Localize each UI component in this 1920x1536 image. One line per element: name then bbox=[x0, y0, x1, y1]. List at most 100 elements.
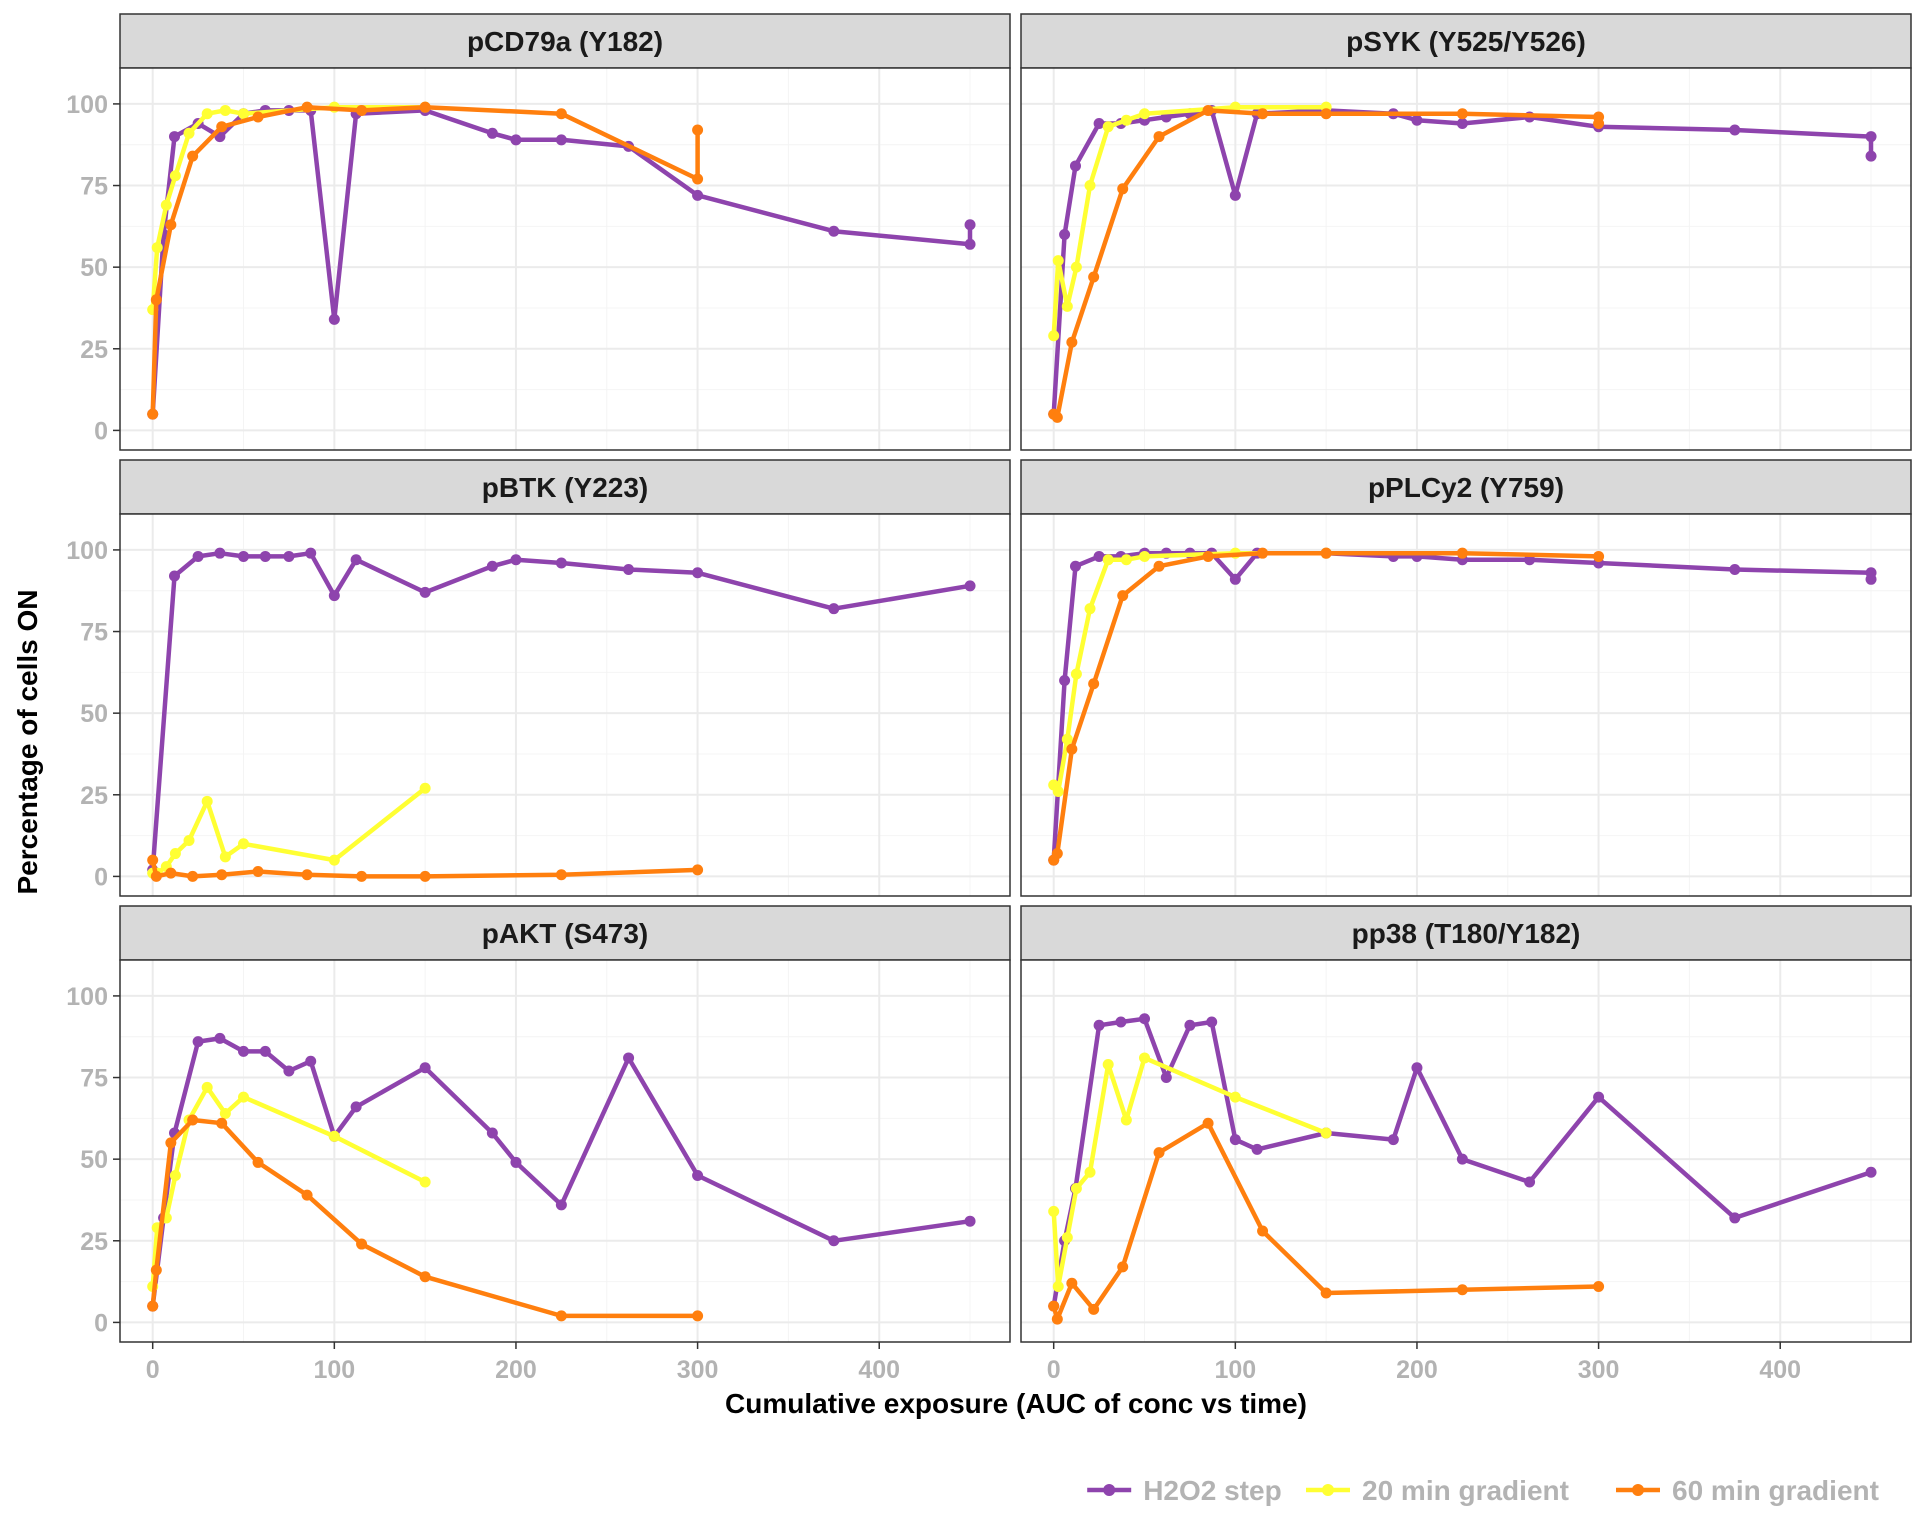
data-point bbox=[1202, 550, 1214, 562]
data-point bbox=[1206, 1016, 1218, 1028]
data-point bbox=[1051, 848, 1063, 860]
plot-area bbox=[1021, 514, 1911, 896]
legend-item: 60 min gradient bbox=[1616, 1475, 1879, 1506]
data-point bbox=[1088, 678, 1100, 690]
data-point bbox=[1153, 1147, 1165, 1159]
series-line bbox=[1051, 550, 1329, 794]
data-point bbox=[1048, 1205, 1060, 1217]
data-point bbox=[328, 590, 340, 602]
data-point bbox=[187, 1114, 199, 1126]
data-point bbox=[214, 547, 226, 559]
data-point bbox=[238, 1045, 250, 1057]
x-tick-label: 0 bbox=[1047, 1356, 1061, 1384]
series-20-min-gradient bbox=[1048, 547, 1332, 798]
facet-strip bbox=[119, 459, 1011, 515]
data-point bbox=[1257, 1225, 1269, 1237]
data-point bbox=[1084, 1166, 1096, 1178]
panel-border bbox=[1020, 959, 1912, 1343]
data-point bbox=[1084, 180, 1096, 192]
facet-title: pPLCy2 (Y759) bbox=[1368, 472, 1564, 503]
data-point bbox=[1202, 104, 1214, 116]
data-point bbox=[238, 838, 250, 850]
data-point bbox=[1066, 743, 1078, 755]
data-point bbox=[214, 1032, 226, 1044]
y-tick-label: 100 bbox=[66, 537, 108, 565]
data-point bbox=[1593, 118, 1605, 130]
data-point bbox=[419, 782, 431, 794]
data-point bbox=[1456, 1153, 1468, 1165]
series-60-min-gradient bbox=[1048, 104, 1605, 423]
data-point bbox=[259, 550, 271, 562]
panel-border bbox=[119, 67, 1011, 451]
data-point bbox=[555, 1199, 567, 1211]
facet-title: pAKT (S473) bbox=[482, 918, 648, 949]
data-point bbox=[486, 1127, 498, 1139]
facet-strip bbox=[1020, 905, 1912, 961]
data-point bbox=[1229, 1134, 1241, 1146]
x-axis-title: Cumulative exposure (AUC of conc vs time… bbox=[725, 1388, 1307, 1419]
data-point bbox=[1093, 118, 1105, 130]
data-point bbox=[1153, 131, 1165, 143]
data-point bbox=[1456, 1284, 1468, 1296]
data-point bbox=[150, 870, 162, 882]
plot-area bbox=[120, 960, 1010, 1342]
data-point bbox=[1061, 300, 1073, 312]
data-point bbox=[283, 1065, 295, 1077]
facet-panels: pCD79a (Y182) pSYK (Y525/Y526) pBTK (Y223)… bbox=[119, 13, 1912, 1343]
y-tick-label: 100 bbox=[66, 983, 108, 1011]
data-point bbox=[964, 1215, 976, 1227]
y-axis-title: Percentage of cells ON bbox=[12, 589, 43, 894]
data-point bbox=[165, 1137, 177, 1149]
data-point bbox=[1257, 547, 1269, 559]
data-point bbox=[1084, 603, 1096, 615]
data-point bbox=[356, 870, 368, 882]
x-tick-label: 200 bbox=[495, 1356, 537, 1384]
data-point bbox=[252, 111, 264, 123]
data-point bbox=[150, 294, 162, 306]
data-point bbox=[187, 150, 199, 162]
data-point bbox=[1865, 150, 1877, 162]
data-point bbox=[192, 1036, 204, 1048]
panel-border bbox=[119, 513, 1011, 897]
y-tick-label: 50 bbox=[80, 1146, 108, 1174]
data-point bbox=[1729, 564, 1741, 576]
panel-border bbox=[1020, 513, 1912, 897]
data-point bbox=[1229, 573, 1241, 585]
data-point bbox=[510, 134, 522, 146]
data-point bbox=[1160, 1072, 1172, 1084]
data-point bbox=[1320, 1287, 1332, 1299]
data-point bbox=[216, 869, 228, 881]
data-point bbox=[1066, 336, 1078, 348]
data-point bbox=[623, 564, 635, 576]
y-tick-label: 25 bbox=[80, 782, 108, 810]
y-tick-label: 100 bbox=[66, 91, 108, 119]
data-point bbox=[238, 108, 250, 120]
data-point bbox=[187, 870, 199, 882]
data-point bbox=[1069, 560, 1081, 572]
data-point bbox=[1320, 1127, 1332, 1139]
series-line bbox=[1051, 104, 1329, 338]
data-point bbox=[1456, 118, 1468, 130]
data-point bbox=[1120, 114, 1132, 126]
data-point bbox=[1865, 1166, 1877, 1178]
data-point bbox=[1051, 1313, 1063, 1325]
data-point bbox=[1051, 411, 1063, 423]
legend-key-point bbox=[1103, 1484, 1116, 1496]
data-point bbox=[151, 242, 163, 254]
facet-panel: pAKT (S473) bbox=[119, 905, 1011, 1343]
data-point bbox=[1865, 573, 1877, 585]
data-point bbox=[169, 1169, 181, 1181]
y-tick-label: 25 bbox=[80, 336, 108, 364]
series-20-min-gradient bbox=[1048, 1052, 1332, 1292]
series-line bbox=[1051, 108, 1601, 420]
data-point bbox=[828, 1235, 840, 1247]
data-point bbox=[1153, 560, 1165, 572]
data-point bbox=[1117, 1261, 1129, 1273]
data-point bbox=[510, 554, 522, 566]
x-tick-label: 200 bbox=[1396, 1356, 1438, 1384]
data-point bbox=[1229, 1091, 1241, 1103]
data-point bbox=[692, 173, 704, 185]
data-point bbox=[555, 557, 567, 569]
series-60-min-gradient bbox=[1048, 547, 1605, 866]
